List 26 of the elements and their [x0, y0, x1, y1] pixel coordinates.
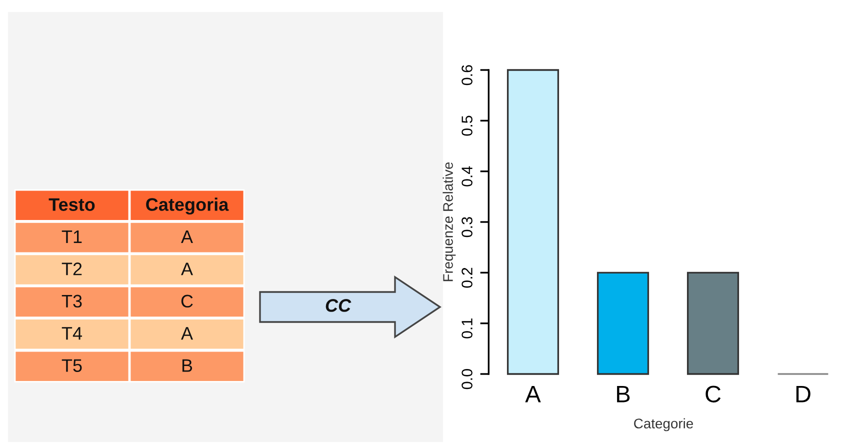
- text: T5: [62, 359, 82, 372]
- text: T2: [62, 262, 82, 276]
- text: T4: [62, 327, 82, 340]
- y-tick-label: 0.5: [462, 116, 472, 136]
- y-tick-label: 0.0: [462, 369, 472, 390]
- text: A: [181, 327, 193, 340]
- x-tick-label: D: [796, 386, 810, 402]
- y-tick-label: 0.6: [462, 65, 472, 86]
- x-tick-label: C: [706, 386, 721, 402]
- y-tick-label: 0.4: [462, 166, 472, 186]
- y-axis-title: Frequenze Relative: [442, 162, 456, 282]
- y-tick-label: 0.1: [462, 318, 472, 338]
- x-axis-title: Categorie: [634, 418, 693, 432]
- text: B: [182, 359, 192, 372]
- text: Categoria: [146, 198, 229, 215]
- text: Testo: [48, 198, 95, 211]
- text: A: [181, 262, 193, 276]
- x-tick-label: B: [617, 386, 630, 402]
- text: CC: [326, 299, 352, 312]
- x-tick-label: A: [525, 386, 541, 402]
- y-tick-label: 0.3: [462, 217, 472, 238]
- y-tick-label: 0.2: [462, 268, 472, 288]
- text: T3: [62, 294, 82, 308]
- text: A: [181, 230, 193, 243]
- text: T1: [62, 230, 82, 243]
- text: C: [181, 294, 193, 308]
